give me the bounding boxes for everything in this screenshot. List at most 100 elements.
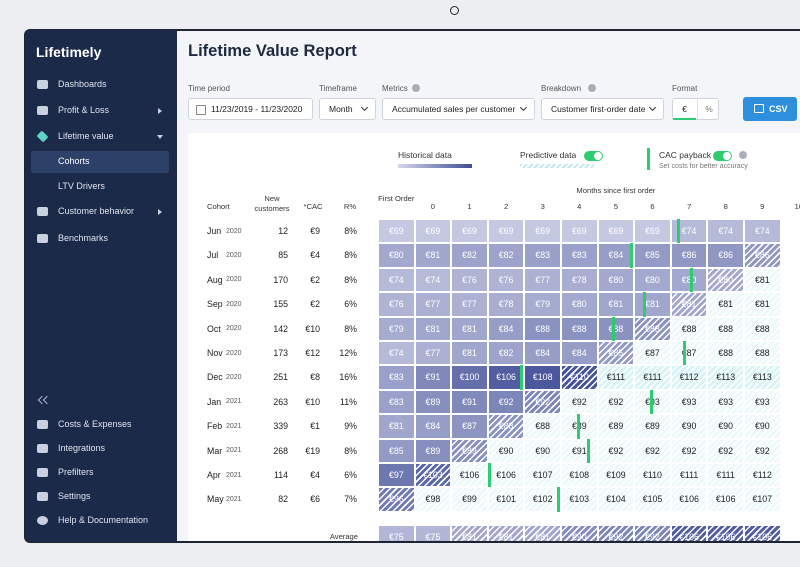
cohort-cell: €77 — [451, 292, 488, 317]
format-option[interactable]: % — [697, 99, 720, 119]
cohort-cell: €81 — [597, 292, 635, 317]
cohort-cell: €90 — [744, 414, 781, 439]
cohort-cell: €87 — [451, 414, 488, 439]
menu-item[interactable]: Prefilters — [58, 467, 94, 477]
column-header[interactable]: Cohort — [207, 202, 230, 211]
menu-item[interactable]: Lifetime value — [58, 131, 114, 141]
menu-item[interactable]: Help & Documentation — [58, 515, 149, 525]
menu-item[interactable]: Customer behavior — [58, 206, 135, 216]
cohort-cell: €98 — [414, 487, 452, 512]
cohort-cell: €109 — [597, 463, 635, 488]
cohort-cell: €113 — [707, 365, 744, 390]
menu-icon — [37, 207, 48, 216]
column-header[interactable]: R% — [343, 202, 357, 211]
column-header[interactable]: 0 — [430, 202, 435, 211]
menu-item[interactable]: Settings — [58, 491, 91, 501]
column-header[interactable]: 10 — [794, 202, 800, 211]
cohort-cell: €111 — [597, 365, 635, 390]
menu-arrow — [158, 108, 162, 114]
column-header[interactable]: 3 — [540, 202, 545, 211]
cohort-cell: €104 — [597, 487, 635, 512]
column-header[interactable]: 9 — [760, 202, 765, 211]
column-header[interactable]: 2 — [503, 202, 509, 211]
cohort-cell: €87 — [634, 341, 671, 366]
info-icon — [739, 151, 747, 159]
cohort-cell: €86 — [744, 243, 781, 268]
filter-input[interactable]: Month — [319, 98, 376, 120]
cohort-cell: €93 — [707, 389, 744, 415]
cohort-cell: €88 — [634, 316, 671, 341]
cohort-year: 2020 — [226, 349, 242, 357]
column-header[interactable]: *CAC — [303, 202, 323, 211]
group-header: Months since first order — [576, 186, 656, 195]
menu-item[interactable]: Integrations — [58, 443, 106, 453]
column-header[interactable]: 7 — [686, 202, 692, 211]
filter-input[interactable]: Accumulated sales per customer — [382, 98, 535, 120]
cohort-cell: €92 — [634, 524, 671, 541]
csv-button[interactable]: CSV — [743, 97, 797, 121]
filter-input[interactable]: 11/23/2019 - 11/23/2020 — [188, 98, 313, 120]
cohort-cell: €106 — [670, 487, 708, 512]
chevron — [648, 103, 657, 112]
column-header[interactable]: New customers — [254, 194, 290, 213]
cohort-cell: €69 — [634, 219, 671, 244]
new-customers: 155 — [273, 299, 288, 310]
predictive-toggle[interactable] — [584, 151, 603, 161]
cohort-cell: €106 — [707, 487, 744, 512]
cohort-year: 2020 — [226, 227, 242, 235]
page-title: Lifetime Value Report — [188, 42, 357, 60]
menu-item[interactable]: Costs & Expenses — [58, 419, 132, 429]
cohort-cell: €80 — [378, 243, 415, 268]
cohort-cell: €74 — [670, 219, 708, 244]
cac: €4 — [310, 250, 320, 261]
cac: €9 — [310, 226, 320, 236]
new-customers: 263 — [273, 396, 288, 407]
column-header[interactable]: 5 — [613, 202, 618, 211]
cac-toggle[interactable] — [713, 151, 732, 161]
new-customers: 114 — [273, 470, 288, 480]
cac: €2 — [310, 299, 320, 310]
cohort-cell: €88 — [597, 316, 635, 341]
cohort-cell: €89 — [414, 438, 452, 463]
filter-label: Breakdown — [541, 84, 582, 93]
cohort-cell: €82 — [487, 341, 525, 366]
cohort-month: Aug — [207, 274, 223, 285]
cohort-cell: €74 — [744, 219, 781, 244]
filter-value: Customer first-order date — [551, 104, 646, 114]
cohort-year: 2021 — [226, 471, 242, 479]
filter-value: Month — [329, 104, 353, 114]
column-header[interactable]: 1 — [467, 202, 472, 211]
cohort-cell: €82 — [487, 243, 525, 268]
cohort-cell: €80 — [707, 267, 744, 293]
cohort-cell: €79 — [524, 292, 561, 317]
format-toggle[interactable]: € % — [672, 98, 719, 120]
menu-item[interactable]: LTV Drivers — [58, 181, 105, 191]
menu-icon — [37, 444, 48, 453]
cohort-cell: €111 — [634, 365, 671, 390]
column-header[interactable]: 6 — [650, 202, 655, 211]
filter-value: 11/23/2019 - 11/23/2020 — [211, 104, 303, 114]
cohort-year: 2021 — [226, 447, 242, 455]
cohort-month: Jan — [207, 396, 222, 407]
filter-label: Time period — [188, 84, 230, 93]
cohort-cell: €112 — [744, 463, 781, 488]
cohort-month: Nov — [207, 348, 223, 358]
column-header[interactable]: First Order — [378, 194, 415, 203]
column-header[interactable]: 8 — [723, 202, 728, 211]
cohort-cell: €99 — [451, 487, 488, 512]
cohort-year: 2021 — [226, 495, 242, 503]
cohort-cell: €84 — [414, 414, 452, 439]
payback-marker — [683, 341, 686, 366]
cohort-cell: €83 — [561, 243, 598, 268]
cohort-cell: €85 — [597, 341, 635, 366]
cohort-cell: €69 — [378, 219, 415, 244]
menu-item[interactable]: Profit & Loss — [58, 105, 110, 115]
column-header[interactable]: 4 — [577, 202, 582, 211]
menu-item[interactable]: Benchmarks — [58, 233, 109, 243]
retention: 9% — [344, 421, 357, 432]
filter-input[interactable]: Customer first-order date — [541, 98, 664, 120]
menu-item[interactable]: Cohorts — [58, 156, 90, 166]
format-option[interactable]: € — [673, 99, 696, 120]
menu-item[interactable]: Dashboards — [58, 79, 107, 89]
cac: €1 — [310, 421, 320, 432]
